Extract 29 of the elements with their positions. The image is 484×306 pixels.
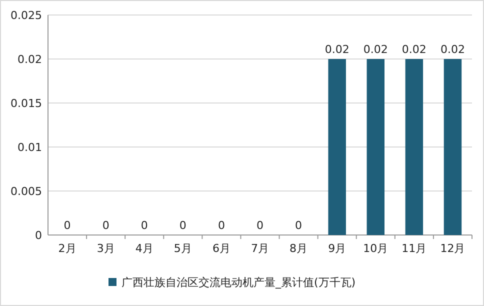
x-tick-label: 3月	[96, 242, 115, 255]
x-tick-label: 5月	[174, 242, 192, 255]
x-tick-label: 11月	[402, 242, 427, 255]
data-label: 0	[64, 219, 71, 232]
y-tick-label: 0.015	[10, 97, 42, 110]
y-tick-label: 0.01	[18, 141, 42, 154]
x-tick-label: 7月	[251, 242, 269, 255]
x-tick-label: 6月	[212, 242, 230, 255]
data-label: 0	[102, 219, 110, 232]
data-label: 0.02	[440, 43, 465, 56]
legend-label: 广西壮族自治区交流电动机产量_累计值(万千瓦)	[122, 276, 356, 289]
x-tick-label: 10月	[363, 242, 388, 255]
data-label: 0	[256, 219, 264, 232]
y-tick-label: 0.025	[10, 9, 42, 22]
y-tick-label: 0	[35, 229, 42, 242]
data-label: 0.02	[324, 43, 350, 56]
data-label: 0	[218, 219, 225, 232]
x-tick-label: 4月	[135, 242, 154, 255]
y-tick-label: 0.005	[10, 185, 42, 198]
y-tick-label: 0.02	[18, 53, 42, 66]
data-label: 0.02	[363, 43, 388, 56]
x-tick-label: 8月	[290, 242, 308, 255]
data-label: 0	[295, 219, 302, 232]
x-tick-label: 12月	[440, 242, 466, 255]
x-tick-label: 9月	[328, 242, 346, 255]
x-tick-label: 2月	[58, 242, 76, 255]
data-label: 0	[179, 219, 186, 232]
data-label: 0.02	[402, 43, 426, 56]
data-label: 0	[140, 219, 148, 232]
